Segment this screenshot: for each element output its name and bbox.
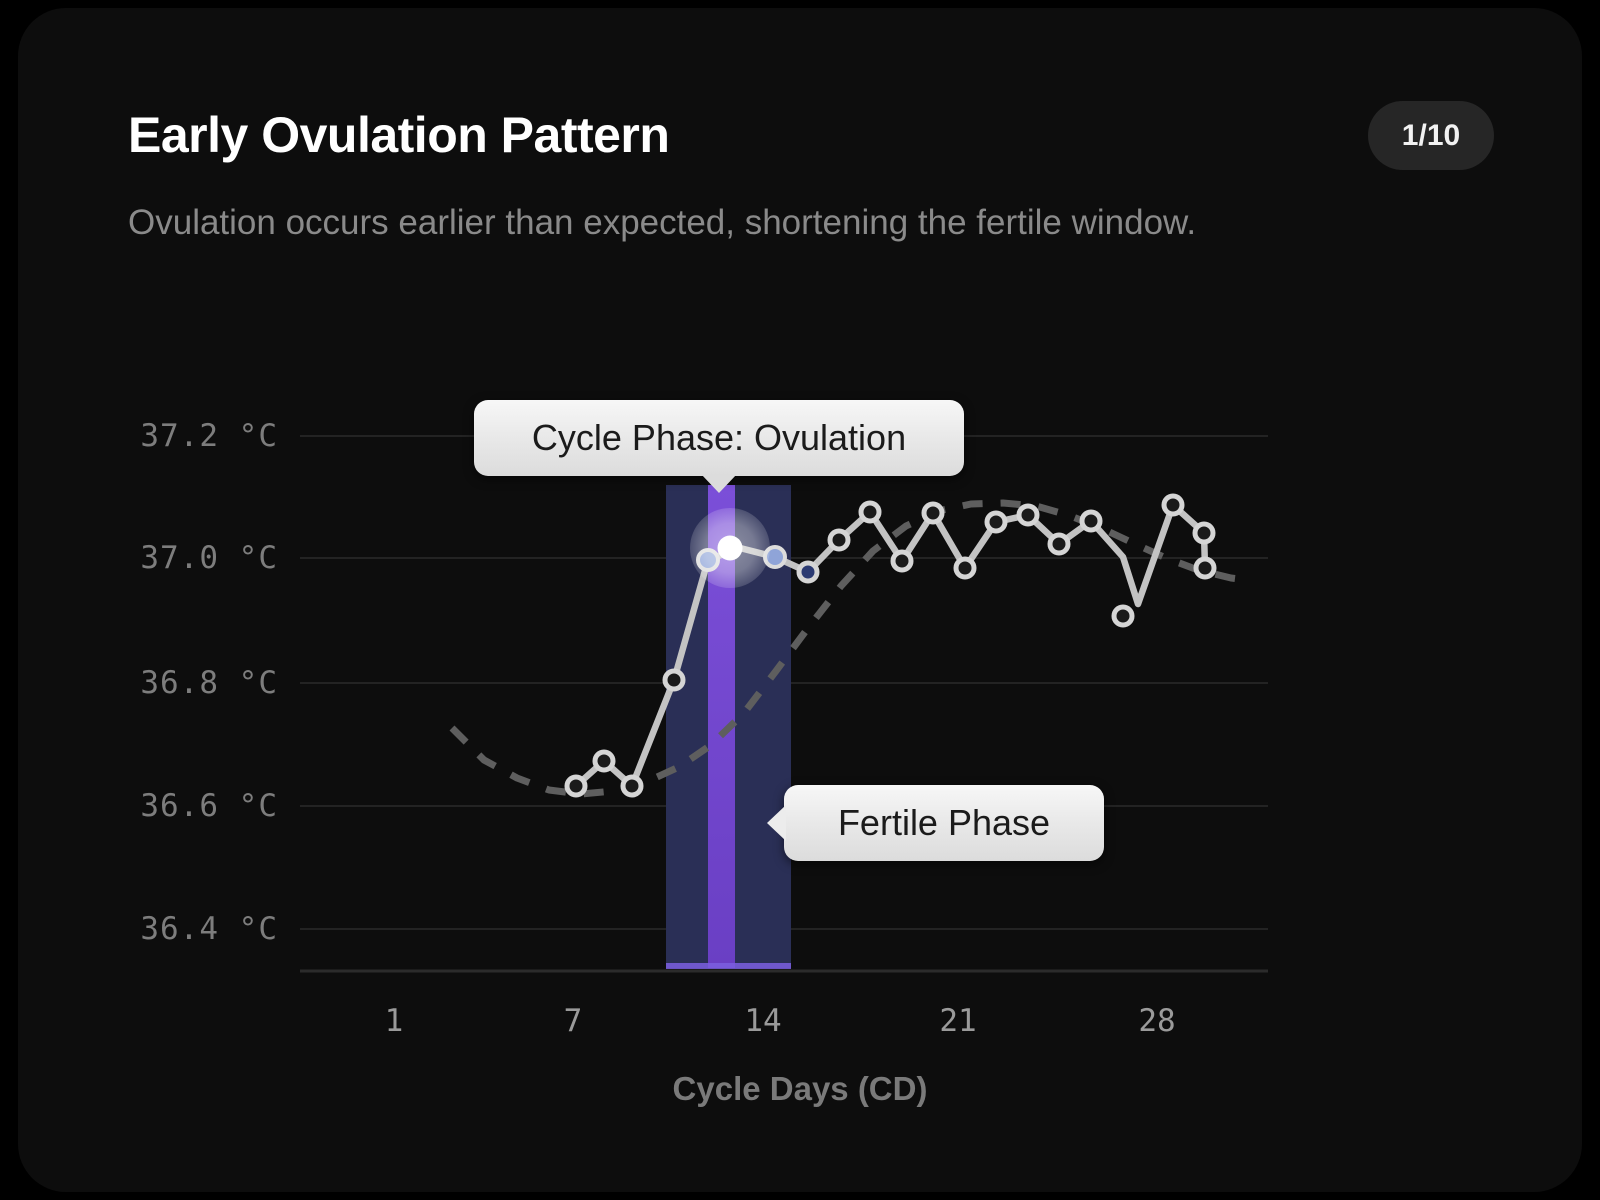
bbt-data-points — [564, 493, 1217, 798]
bbt-data-line — [572, 501, 1209, 790]
fertile-phase-tooltip[interactable]: Fertile Phase — [767, 785, 1104, 861]
x-tick-0: 1 — [384, 1003, 404, 1039]
y-tick-label: 37.0 °C — [140, 540, 278, 576]
y-tick-label: 36.6 °C — [140, 788, 278, 824]
x-tick-4: 28 — [1138, 1003, 1176, 1039]
expected-trend-line — [449, 499, 1249, 798]
y-tick-label: 37.2 °C — [140, 418, 278, 454]
x-tick-3: 21 — [939, 1003, 977, 1039]
band-baseline-accent — [666, 963, 791, 969]
tooltip-pointer-icon — [767, 805, 786, 841]
x-axis-title: Cycle Days (CD) — [672, 1070, 928, 1107]
y-tick-label: 36.8 °C — [140, 665, 278, 701]
tooltip-pointer-icon — [701, 474, 737, 493]
bbt-chart — [300, 435, 1268, 973]
progress-badge[interactable]: 1/10 — [1368, 101, 1494, 170]
x-tick-2: 14 — [744, 1003, 782, 1039]
page-title: Early Ovulation Pattern — [128, 107, 670, 163]
page-subtitle: Ovulation occurs earlier than expected, … — [128, 203, 1197, 242]
insight-card: Early Ovulation Pattern Ovulation occurs… — [18, 8, 1582, 1192]
x-tick-1: 7 — [563, 1003, 583, 1039]
fertile-tooltip-label: Fertile Phase — [837, 802, 1051, 843]
y-tick-label: 36.4 °C — [140, 911, 278, 947]
ovulation-tooltip-label: Cycle Phase: Ovulation — [531, 417, 907, 458]
ovulation-highlight-point[interactable] — [717, 535, 743, 561]
ovulation-tooltip[interactable]: Cycle Phase: Ovulation — [474, 400, 964, 493]
